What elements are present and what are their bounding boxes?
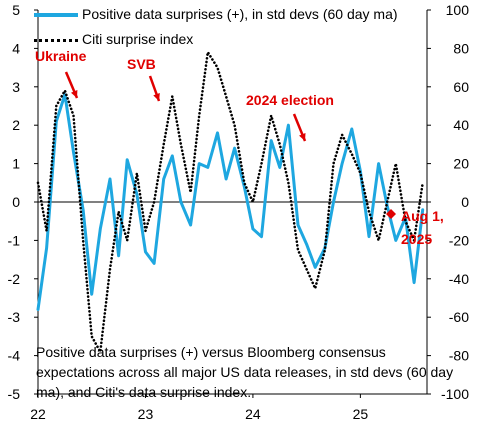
legend-label-positive-surprises: Positive data surprises (+), in std devs… [82, 6, 398, 22]
legend-label-citi-index: Citi surprise index [82, 31, 194, 47]
annotation-ukraine: Ukraine [35, 48, 87, 64]
left-tick-label: 4 [12, 40, 20, 56]
annotation-aug-1-line2: 2025 [401, 231, 433, 247]
annotation-marker-aug-1 [386, 209, 396, 219]
right-tick-label: 0 [461, 194, 469, 210]
x-tick-label: 24 [245, 406, 261, 422]
legend-dotted-swatch [34, 38, 78, 42]
left-tick-label: 2 [12, 117, 20, 133]
x-tick-label: 25 [353, 406, 369, 422]
annotation-arrow-svb-head [153, 93, 160, 101]
right-tick-label: -100 [441, 386, 469, 402]
legend-line-swatch [34, 13, 78, 18]
left-tick-label: 3 [12, 79, 20, 95]
x-tick-label: 23 [138, 406, 154, 422]
annotation-2024-election: 2024 election [246, 92, 334, 108]
left-tick-label: -2 [8, 271, 21, 287]
right-tick-label: 80 [453, 40, 469, 56]
right-tick-label: 40 [453, 117, 469, 133]
left-tick-label: -1 [8, 232, 21, 248]
legend-entry-positive-surprises: Positive data surprises (+), in std devs… [34, 6, 398, 22]
left-tick-label: 5 [12, 2, 20, 18]
right-tick-label: -60 [449, 309, 469, 325]
series-citi-index-line [36, 50, 425, 354]
right-tick-label: 60 [453, 79, 469, 95]
series-positive-surprises-line [36, 93, 425, 311]
annotation-aug-1-line1: Aug 1, [401, 208, 444, 224]
x-tick-label: 22 [30, 406, 46, 422]
right-tick-label: 20 [453, 156, 469, 172]
left-tick-label: 1 [12, 156, 20, 172]
right-tick-label: 100 [446, 2, 470, 18]
annotation-arrow-2024-election-head [299, 133, 306, 141]
chart-caption: Positive data surprises (+) versus Bloom… [36, 344, 454, 400]
left-tick-label: -4 [8, 348, 21, 364]
left-tick-label: -5 [8, 386, 21, 402]
right-tick-label: -20 [449, 232, 469, 248]
left-tick-label: 0 [12, 194, 20, 210]
right-tick-label: -80 [449, 348, 469, 364]
legend-entry-citi-index: Citi surprise index [34, 31, 193, 47]
annotation-svb: SVB [127, 56, 156, 72]
right-tick-label: -40 [449, 271, 469, 287]
left-tick-label: -3 [8, 309, 21, 325]
annotation-arrow-ukraine-head [70, 90, 78, 98]
